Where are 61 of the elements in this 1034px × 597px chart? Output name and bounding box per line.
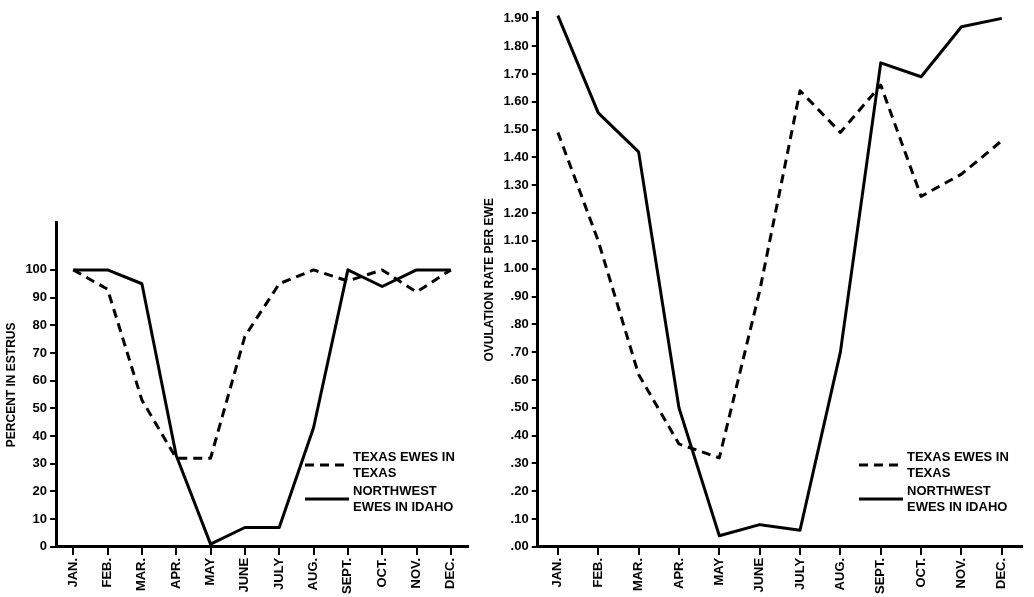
x-tick-label: DEC. (993, 557, 1009, 589)
y-tick-label: 1.30 (503, 176, 529, 192)
y-tick-label: 20 (32, 483, 48, 499)
x-tick-label: AUG. (305, 557, 321, 591)
y-tick-label: 1.90 (503, 9, 529, 25)
y-tick-label: 1.50 (503, 121, 529, 137)
y-tick-label: 1.60 (503, 93, 529, 109)
x-tick-label: DEC. (442, 557, 458, 589)
x-tick-label: FEB. (99, 557, 115, 588)
y-tick-label: 100 (25, 261, 48, 277)
y-tick-label: 0 (39, 538, 48, 554)
x-tick-label: APR. (167, 557, 183, 589)
legend-label: NORTHWEST EWES IN IDAHO (907, 483, 1009, 515)
x-tick-label: MAY (710, 557, 726, 586)
y-tick-label: 1.10 (503, 232, 529, 248)
x-tick-label: MAY (202, 557, 218, 586)
legend-label: TEXAS EWES IN TEXAS (907, 449, 1010, 481)
y-tick-label: 40 (32, 427, 48, 443)
y-axis-title: PERCENT IN ESTRUS (3, 322, 18, 448)
legend-label: NORTHWEST EWES IN IDAHO (353, 483, 455, 515)
y-tick-label: .50 (510, 399, 529, 415)
x-tick-label: AUG. (831, 557, 847, 591)
legend-label: TEXAS EWES IN TEXAS (353, 449, 456, 481)
y-tick-label: 60 (32, 372, 48, 388)
x-tick-label: JAN. (549, 557, 565, 588)
x-tick-label: NOV. (408, 557, 424, 589)
x-tick-label: NOV. (953, 557, 969, 589)
x-tick-label: JAN. (64, 557, 80, 588)
y-tick-label: .30 (510, 455, 529, 470)
y-tick-label: 90 (32, 289, 48, 305)
y-tick-label: .20 (510, 482, 529, 498)
x-tick-label: SEPT. (872, 557, 888, 594)
y-tick-label: 1.00 (503, 260, 529, 276)
x-tick-label: MAR. (133, 557, 149, 592)
y-tick-label: 10 (32, 510, 48, 526)
y-tick-label: 1.70 (503, 65, 529, 81)
y-tick-label: .00 (510, 538, 529, 554)
y-tick-label: 1.80 (503, 37, 529, 53)
x-tick-label: JUNE (751, 557, 767, 593)
y-tick-label: .80 (510, 315, 529, 331)
x-tick-label: MAR. (630, 557, 646, 592)
x-tick-label: JULY (270, 557, 286, 590)
x-tick-label: APR. (670, 557, 686, 589)
y-tick-label: 50 (32, 399, 48, 415)
y-tick-label: 30 (32, 455, 48, 471)
y-tick-label: 1.40 (503, 149, 529, 165)
x-tick-label: FEB. (589, 557, 605, 588)
y-tick-label: .10 (510, 510, 529, 526)
y-tick-label: .70 (510, 343, 529, 359)
y-tick-label: 1.20 (503, 204, 529, 220)
y-tick-label: 70 (32, 344, 48, 360)
y-tick-label: .40 (510, 427, 529, 443)
y-tick-label: 80 (32, 316, 48, 332)
x-tick-label: SEPT. (339, 557, 355, 594)
y-axis-title: OVULATION RATE PER EWE (481, 198, 496, 362)
x-tick-label: JUNE (236, 557, 252, 593)
x-tick-label: OCT. (373, 557, 389, 588)
y-tick-label: .60 (510, 371, 529, 387)
y-tick-label: .90 (510, 288, 529, 304)
x-tick-label: OCT. (912, 557, 928, 588)
x-tick-label: JULY (791, 557, 807, 590)
